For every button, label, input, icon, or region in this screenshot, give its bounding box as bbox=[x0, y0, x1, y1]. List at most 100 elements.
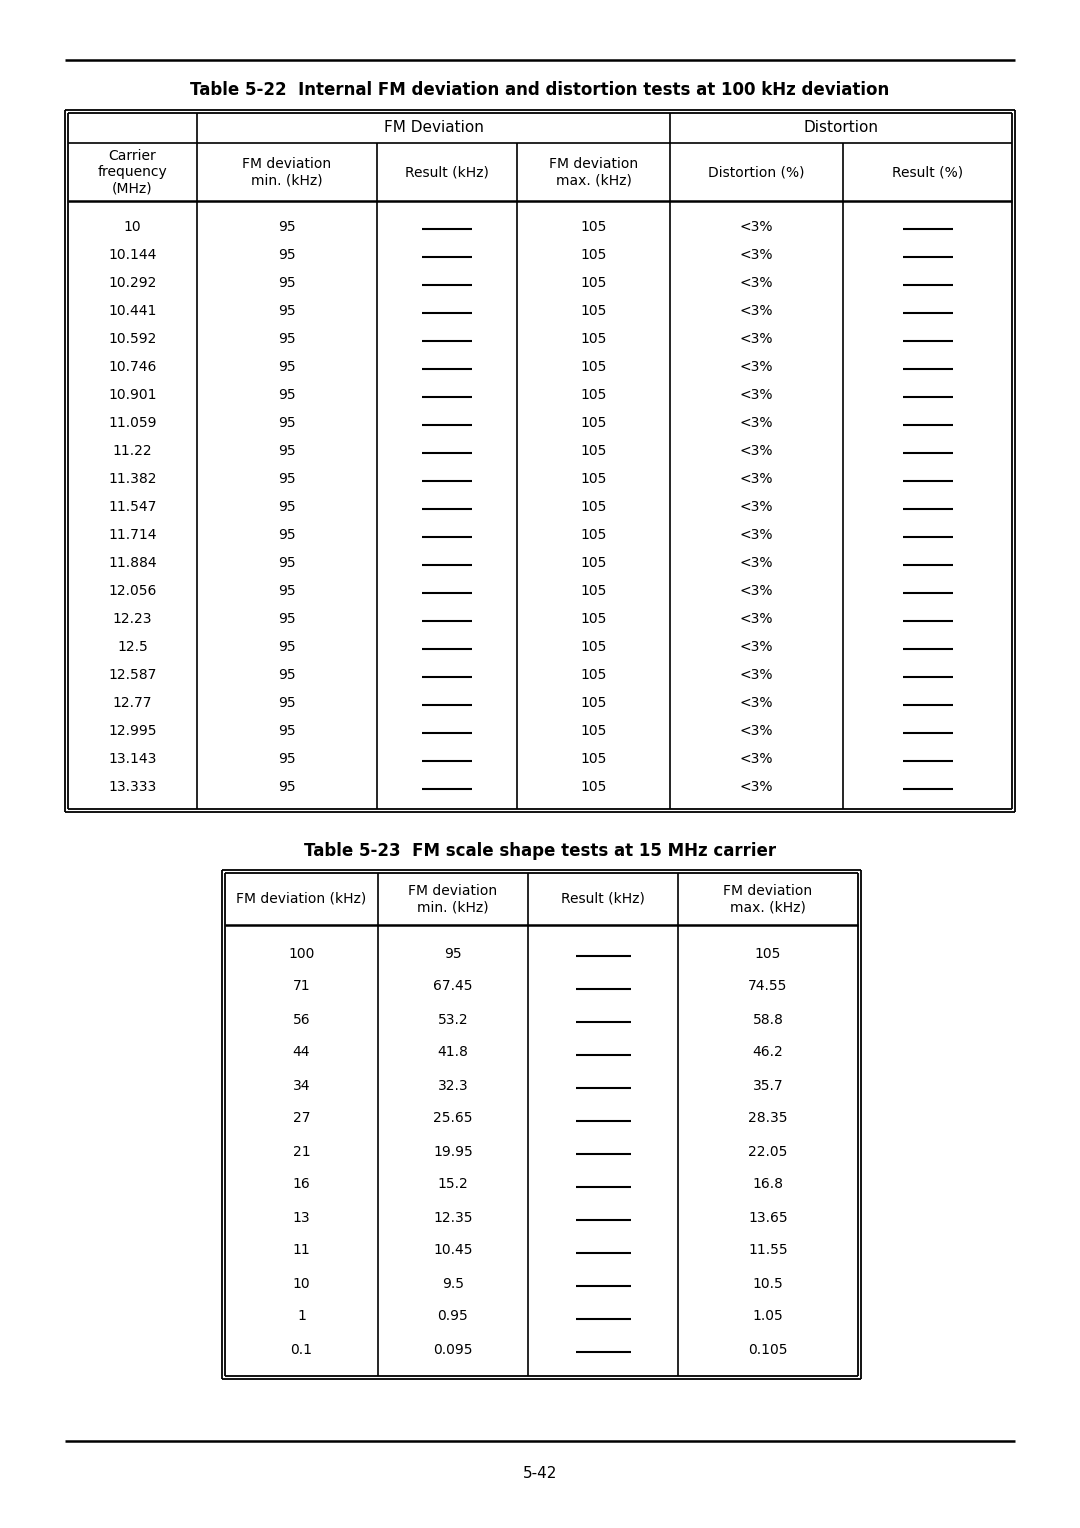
Text: 95: 95 bbox=[279, 332, 296, 345]
Text: 0.95: 0.95 bbox=[437, 1309, 469, 1323]
Text: 95: 95 bbox=[279, 500, 296, 513]
Text: Table 5-22  Internal FM deviation and distortion tests at 100 kHz deviation: Table 5-22 Internal FM deviation and dis… bbox=[190, 81, 890, 99]
Text: 105: 105 bbox=[580, 640, 607, 654]
Text: 105: 105 bbox=[580, 416, 607, 429]
Text: 15.2: 15.2 bbox=[437, 1178, 469, 1192]
Text: 9.5: 9.5 bbox=[442, 1276, 464, 1291]
Text: 95: 95 bbox=[279, 277, 296, 290]
Text: <3%: <3% bbox=[740, 500, 773, 513]
Text: <3%: <3% bbox=[740, 248, 773, 261]
Text: 95: 95 bbox=[279, 668, 296, 681]
Text: 1.05: 1.05 bbox=[753, 1309, 783, 1323]
Text: 95: 95 bbox=[279, 445, 296, 458]
Text: 53.2: 53.2 bbox=[437, 1013, 469, 1027]
Text: 10.5: 10.5 bbox=[753, 1276, 783, 1291]
Text: <3%: <3% bbox=[740, 472, 773, 486]
Text: 11.22: 11.22 bbox=[112, 445, 152, 458]
Text: <3%: <3% bbox=[740, 668, 773, 681]
Text: 56: 56 bbox=[293, 1013, 310, 1027]
Text: 95: 95 bbox=[279, 220, 296, 234]
Text: FM deviation
min. (kHz): FM deviation min. (kHz) bbox=[408, 883, 498, 914]
Text: 95: 95 bbox=[279, 584, 296, 597]
Text: 105: 105 bbox=[580, 556, 607, 570]
Text: 105: 105 bbox=[580, 220, 607, 234]
Text: 105: 105 bbox=[580, 529, 607, 542]
Text: <3%: <3% bbox=[740, 361, 773, 374]
Text: 95: 95 bbox=[279, 388, 296, 402]
Text: 12.77: 12.77 bbox=[112, 695, 152, 711]
Text: 95: 95 bbox=[279, 304, 296, 318]
Text: 13.143: 13.143 bbox=[108, 752, 157, 766]
Text: 1: 1 bbox=[297, 1309, 306, 1323]
Text: 12.056: 12.056 bbox=[108, 584, 157, 597]
Text: Result (kHz): Result (kHz) bbox=[562, 892, 645, 906]
Text: 95: 95 bbox=[279, 472, 296, 486]
Text: 74.55: 74.55 bbox=[748, 979, 787, 993]
Text: <3%: <3% bbox=[740, 584, 773, 597]
Text: 44: 44 bbox=[293, 1045, 310, 1059]
Text: 19.95: 19.95 bbox=[433, 1144, 473, 1158]
Text: 11.55: 11.55 bbox=[748, 1244, 787, 1258]
Text: 105: 105 bbox=[580, 472, 607, 486]
Text: 105: 105 bbox=[580, 445, 607, 458]
Text: 13: 13 bbox=[293, 1210, 310, 1224]
Text: <3%: <3% bbox=[740, 277, 773, 290]
Text: 105: 105 bbox=[580, 779, 607, 795]
Text: 10.746: 10.746 bbox=[108, 361, 157, 374]
Text: Distortion: Distortion bbox=[804, 121, 878, 136]
Text: <3%: <3% bbox=[740, 752, 773, 766]
Text: 105: 105 bbox=[580, 613, 607, 626]
Text: Result (%): Result (%) bbox=[892, 165, 963, 179]
Text: 95: 95 bbox=[279, 556, 296, 570]
Text: 41.8: 41.8 bbox=[437, 1045, 469, 1059]
Text: <3%: <3% bbox=[740, 556, 773, 570]
Text: <3%: <3% bbox=[740, 220, 773, 234]
Text: 105: 105 bbox=[580, 248, 607, 261]
Text: 95: 95 bbox=[279, 613, 296, 626]
Text: 11.059: 11.059 bbox=[108, 416, 157, 429]
Text: 95: 95 bbox=[279, 779, 296, 795]
Text: 95: 95 bbox=[279, 724, 296, 738]
Text: FM deviation
max. (kHz): FM deviation max. (kHz) bbox=[724, 883, 812, 914]
Text: Carrier
frequency
(MHz): Carrier frequency (MHz) bbox=[97, 148, 167, 196]
Text: Table 5-23  FM scale shape tests at 15 MHz carrier: Table 5-23 FM scale shape tests at 15 MH… bbox=[303, 842, 777, 860]
Text: 58.8: 58.8 bbox=[753, 1013, 783, 1027]
Text: 10.292: 10.292 bbox=[108, 277, 157, 290]
Text: 10: 10 bbox=[293, 1276, 310, 1291]
Text: 12.35: 12.35 bbox=[433, 1210, 473, 1224]
Text: FM Deviation: FM Deviation bbox=[383, 121, 484, 136]
Text: <3%: <3% bbox=[740, 640, 773, 654]
Text: 71: 71 bbox=[293, 979, 310, 993]
Text: 10.144: 10.144 bbox=[108, 248, 157, 261]
Text: 10.441: 10.441 bbox=[108, 304, 157, 318]
Text: 25.65: 25.65 bbox=[433, 1111, 473, 1126]
Text: 95: 95 bbox=[279, 529, 296, 542]
Text: 27: 27 bbox=[293, 1111, 310, 1126]
Text: 95: 95 bbox=[279, 361, 296, 374]
Text: 0.095: 0.095 bbox=[433, 1343, 473, 1357]
Text: 34: 34 bbox=[293, 1079, 310, 1093]
Text: <3%: <3% bbox=[740, 613, 773, 626]
Text: 11.884: 11.884 bbox=[108, 556, 157, 570]
Text: 21: 21 bbox=[293, 1144, 310, 1158]
Text: 12.5: 12.5 bbox=[117, 640, 148, 654]
Text: <3%: <3% bbox=[740, 304, 773, 318]
Text: <3%: <3% bbox=[740, 445, 773, 458]
Text: 11.547: 11.547 bbox=[108, 500, 157, 513]
Text: 105: 105 bbox=[580, 584, 607, 597]
Text: 105: 105 bbox=[580, 304, 607, 318]
Text: 105: 105 bbox=[580, 752, 607, 766]
Text: 10.45: 10.45 bbox=[433, 1244, 473, 1258]
Text: 105: 105 bbox=[580, 361, 607, 374]
Text: 105: 105 bbox=[580, 724, 607, 738]
Text: 95: 95 bbox=[279, 416, 296, 429]
Text: 13.333: 13.333 bbox=[108, 779, 157, 795]
Text: <3%: <3% bbox=[740, 332, 773, 345]
Text: Distortion (%): Distortion (%) bbox=[708, 165, 805, 179]
Text: 10.592: 10.592 bbox=[108, 332, 157, 345]
Text: 105: 105 bbox=[580, 277, 607, 290]
Text: 100: 100 bbox=[288, 946, 314, 961]
Text: FM deviation
min. (kHz): FM deviation min. (kHz) bbox=[242, 157, 332, 186]
Text: 105: 105 bbox=[755, 946, 781, 961]
Text: 22.05: 22.05 bbox=[748, 1144, 787, 1158]
